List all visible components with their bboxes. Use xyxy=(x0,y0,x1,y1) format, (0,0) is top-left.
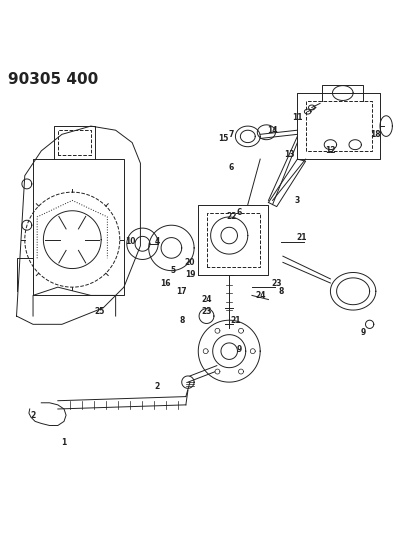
Text: 4: 4 xyxy=(154,237,159,246)
Text: 25: 25 xyxy=(94,308,104,317)
Text: 3: 3 xyxy=(295,196,300,205)
Text: 24: 24 xyxy=(201,295,212,304)
Text: 13: 13 xyxy=(284,150,294,159)
Text: 19: 19 xyxy=(185,270,195,279)
Text: 21: 21 xyxy=(230,316,241,325)
Text: 2: 2 xyxy=(31,411,36,419)
Text: 8: 8 xyxy=(278,287,284,296)
Text: 90305 400: 90305 400 xyxy=(8,72,99,87)
Text: 15: 15 xyxy=(218,134,228,143)
Text: 8: 8 xyxy=(179,316,185,325)
Text: 9: 9 xyxy=(361,328,366,337)
Text: 23: 23 xyxy=(271,279,282,287)
Text: 12: 12 xyxy=(325,147,336,155)
Text: 1: 1 xyxy=(62,438,66,447)
Text: 5: 5 xyxy=(171,266,176,275)
Text: 2: 2 xyxy=(154,382,159,391)
Text: 11: 11 xyxy=(292,114,303,122)
Text: 22: 22 xyxy=(226,213,237,221)
Text: 9: 9 xyxy=(237,345,242,353)
Text: 6: 6 xyxy=(237,208,242,217)
Text: 24: 24 xyxy=(255,291,266,300)
Text: 17: 17 xyxy=(176,287,187,296)
Text: 7: 7 xyxy=(228,130,234,139)
Text: 23: 23 xyxy=(201,308,212,317)
Text: 16: 16 xyxy=(160,279,171,287)
Text: 10: 10 xyxy=(125,237,135,246)
Text: 6: 6 xyxy=(229,163,234,172)
Text: 20: 20 xyxy=(185,258,195,267)
Text: 21: 21 xyxy=(296,233,307,242)
Text: 14: 14 xyxy=(267,126,278,135)
Text: 18: 18 xyxy=(370,130,381,139)
